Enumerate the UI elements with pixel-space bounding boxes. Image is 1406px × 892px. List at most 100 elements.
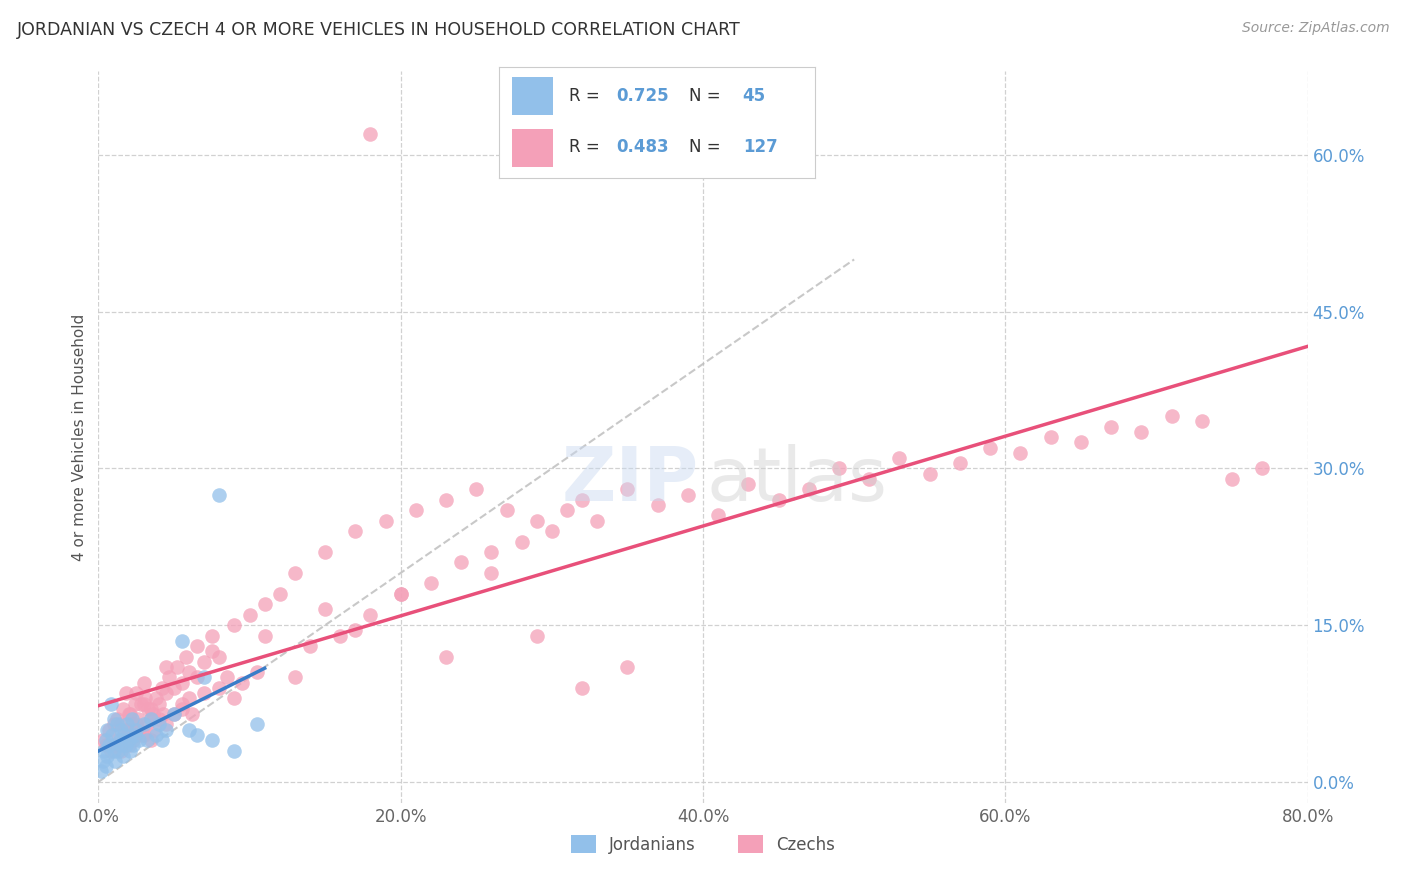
Point <box>125 728 148 742</box>
Point <box>105 712 128 726</box>
Point <box>481 566 503 580</box>
Point <box>329 629 352 643</box>
Point <box>121 712 143 726</box>
Point <box>170 702 193 716</box>
Point <box>124 697 146 711</box>
Point <box>90 764 112 779</box>
Point <box>132 697 155 711</box>
Point <box>434 649 457 664</box>
Text: 0.483: 0.483 <box>616 138 669 156</box>
Point <box>135 717 157 731</box>
Point <box>344 524 367 538</box>
Point <box>170 675 193 690</box>
Point <box>145 728 167 742</box>
Point <box>253 597 276 611</box>
Point <box>186 670 208 684</box>
Point <box>246 665 269 680</box>
Point <box>112 728 135 742</box>
Text: Source: ZipAtlas.com: Source: ZipAtlas.com <box>1241 21 1389 35</box>
Point <box>170 633 193 648</box>
Point <box>586 514 609 528</box>
Point <box>110 717 132 731</box>
Point <box>129 697 152 711</box>
Point <box>918 467 941 481</box>
Point <box>155 723 177 737</box>
Point <box>107 733 129 747</box>
Text: 45: 45 <box>742 87 766 105</box>
Point <box>434 492 457 507</box>
Point <box>616 660 638 674</box>
Point <box>224 743 246 757</box>
Point <box>253 629 276 643</box>
Point <box>103 717 125 731</box>
Point <box>201 733 224 747</box>
Text: 0.725: 0.725 <box>616 87 669 105</box>
Point <box>1070 435 1092 450</box>
Point <box>118 706 141 721</box>
Point <box>170 697 193 711</box>
Point <box>186 639 208 653</box>
Point <box>1191 414 1213 428</box>
Point <box>108 733 131 747</box>
Point <box>163 706 186 721</box>
Point <box>174 649 197 664</box>
Point <box>159 670 181 684</box>
Point <box>115 717 138 731</box>
Point <box>148 697 170 711</box>
Point <box>186 728 208 742</box>
Point <box>676 487 699 501</box>
Point <box>114 686 136 700</box>
Point <box>112 723 135 737</box>
Point <box>510 534 533 549</box>
Point <box>360 127 382 141</box>
Point <box>96 748 118 763</box>
Point <box>148 717 170 731</box>
Point <box>163 706 186 721</box>
Point <box>1039 430 1062 444</box>
Point <box>344 624 367 638</box>
Point <box>889 450 911 465</box>
Point <box>389 587 412 601</box>
Point <box>132 717 155 731</box>
Text: N =: N = <box>689 138 720 156</box>
Point <box>1099 419 1122 434</box>
Point <box>179 691 201 706</box>
Point <box>208 681 231 695</box>
Point <box>299 639 322 653</box>
Point <box>143 723 166 737</box>
Point <box>98 739 121 753</box>
Point <box>94 759 117 773</box>
Point <box>163 681 186 695</box>
Point <box>136 702 159 716</box>
Text: JORDANIAN VS CZECH 4 OR MORE VEHICLES IN HOUSEHOLD CORRELATION CHART: JORDANIAN VS CZECH 4 OR MORE VEHICLES IN… <box>17 21 741 38</box>
Point <box>284 670 307 684</box>
Point <box>124 728 146 742</box>
Point <box>201 644 224 658</box>
Point <box>224 691 246 706</box>
Point <box>465 483 488 497</box>
Point <box>100 697 122 711</box>
Point <box>120 743 142 757</box>
Point <box>145 691 167 706</box>
Point <box>128 723 150 737</box>
Point <box>481 545 503 559</box>
Point <box>104 754 127 768</box>
Text: R =: R = <box>568 138 599 156</box>
Y-axis label: 4 or more Vehicles in Household: 4 or more Vehicles in Household <box>72 313 87 561</box>
Point <box>110 739 132 753</box>
Point <box>103 739 125 753</box>
Point <box>100 743 122 757</box>
Point <box>949 456 972 470</box>
Point <box>148 712 170 726</box>
Point <box>155 660 177 674</box>
Point <box>360 607 382 622</box>
Point <box>155 717 177 731</box>
Point <box>389 587 412 601</box>
Point <box>797 483 820 497</box>
Point <box>1251 461 1274 475</box>
Point <box>1160 409 1182 424</box>
Point <box>314 602 336 616</box>
Point <box>571 681 593 695</box>
Point <box>125 717 148 731</box>
Point <box>224 618 246 632</box>
